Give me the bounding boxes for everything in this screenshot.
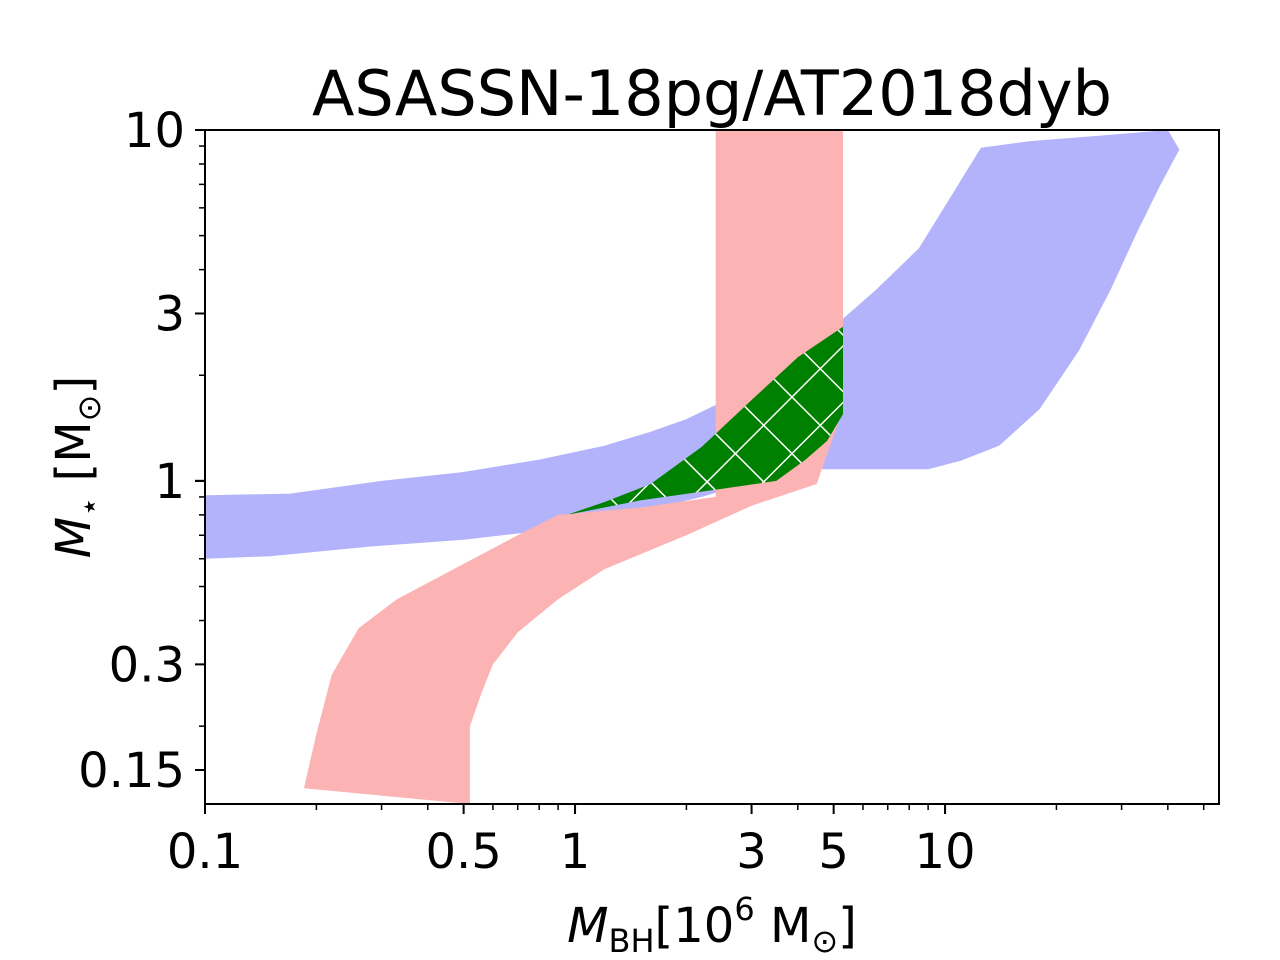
region-blue xyxy=(205,130,1180,559)
x-axis-unit: M xyxy=(755,898,812,954)
chart-title: ASASSN-18pg/AT2018dyb xyxy=(312,57,1112,130)
x-axis-exponent: 6 xyxy=(734,890,754,928)
y-ticks: 0.15 0.3 1 3 10 xyxy=(78,103,205,799)
y-tick-label: 0.3 xyxy=(109,637,185,693)
x-axis-symbol: M xyxy=(567,898,608,954)
y-axis-symbol: M xyxy=(46,517,102,558)
plot-frame xyxy=(204,129,1220,805)
y-axis-label: M⋆ [M⊙] xyxy=(46,376,108,558)
x-tick-label: 3 xyxy=(736,824,767,880)
plot-regions xyxy=(205,130,1180,804)
x-tick-label: 5 xyxy=(818,824,849,880)
x-tick-label: 10 xyxy=(915,824,976,880)
x-axis-unit-prefix: [10 xyxy=(655,898,735,954)
y-tick-label: 1 xyxy=(154,454,185,510)
region-overlap-hatch xyxy=(566,326,843,515)
x-axis-unit-sub: ⊙ xyxy=(811,922,838,960)
x-tick-label: 1 xyxy=(560,824,591,880)
y-axis-subscript: ⋆ xyxy=(70,497,108,517)
y-axis-close: ] xyxy=(46,376,102,395)
region-red xyxy=(303,130,843,804)
y-tick-label: 3 xyxy=(154,286,185,342)
y-axis-unit-prefix: [M xyxy=(46,421,102,496)
x-axis-subscript: BH xyxy=(609,922,655,960)
x-axis-label: MBH[106 M⊙] xyxy=(567,890,857,960)
x-ticks: 0.1 0.5 1 3 5 10 xyxy=(167,804,1205,880)
x-tick-label: 0.1 xyxy=(167,824,243,880)
y-axis-unit-sub: ⊙ xyxy=(70,395,108,422)
y-tick-label: 10 xyxy=(124,103,185,159)
y-tick-label: 0.15 xyxy=(78,743,185,799)
x-tick-label: 0.5 xyxy=(425,824,501,880)
x-axis-close: ] xyxy=(838,898,857,954)
